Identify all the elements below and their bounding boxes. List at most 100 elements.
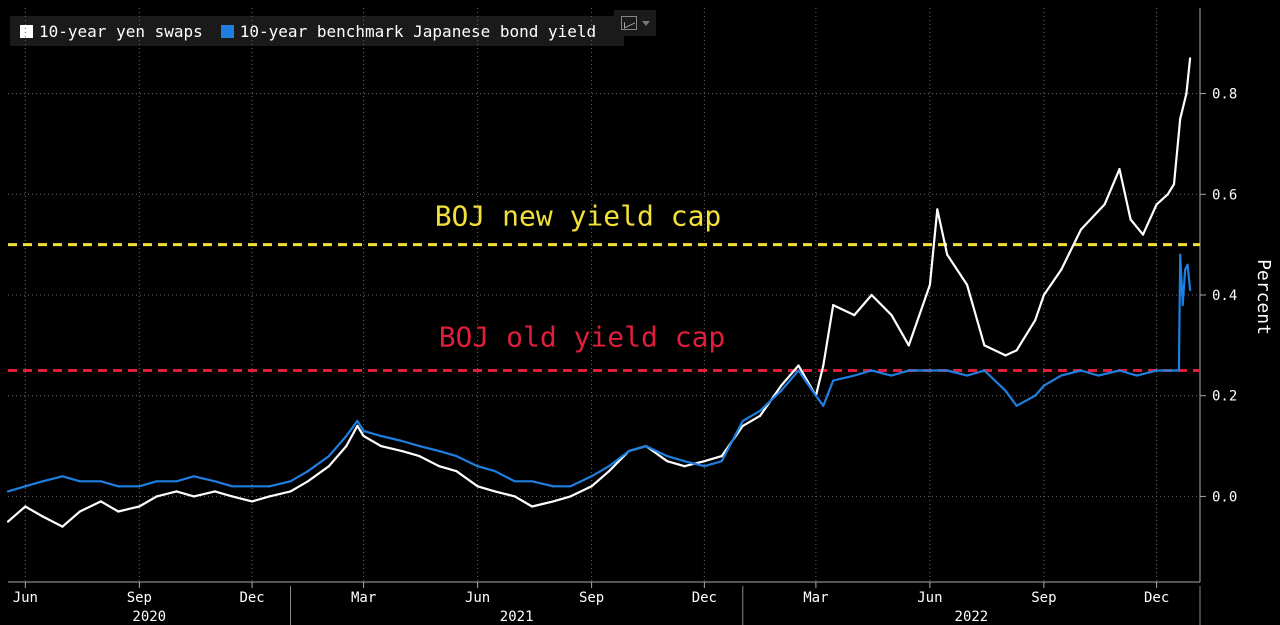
data-point-swaps [936, 208, 939, 211]
data-point-jgb [400, 439, 404, 443]
legend-swatch-swaps [20, 24, 33, 38]
data-point-jgb [1060, 374, 1063, 377]
data-point-jgb [1177, 369, 1181, 372]
data-point-jgb [645, 444, 648, 448]
data-point-swaps [455, 470, 458, 473]
data-point-jgb [683, 460, 686, 463]
data-point-jgb [6, 490, 10, 493]
data-point-jgb [455, 455, 458, 458]
data-point-jgb [552, 485, 555, 488]
data-point-swaps [138, 505, 141, 508]
data-point-jgb [1034, 394, 1037, 397]
data-point-jgb [231, 485, 234, 488]
data-point-swaps [741, 424, 744, 428]
data-point-jgb [1188, 288, 1192, 292]
data-point-swaps [759, 414, 762, 417]
data-point-swaps [946, 253, 949, 256]
data-point-jgb [24, 485, 27, 488]
data-point-jgb [720, 460, 723, 463]
data-point-jgb [306, 470, 309, 473]
data-point-swaps [327, 465, 331, 468]
data-point-jgb [870, 369, 873, 372]
data-point-swaps [965, 283, 969, 287]
data-point-jgb [379, 434, 383, 438]
x-tick-label: Sep [127, 590, 152, 606]
series-line-jgb [7, 253, 1192, 493]
x-tick-label: Sep [579, 590, 604, 606]
year-label: 2022 [955, 609, 989, 625]
data-point-swaps [853, 314, 856, 317]
data-point-swaps [531, 505, 534, 508]
data-point-jgb [192, 475, 195, 478]
data-point-jgb [928, 369, 931, 372]
data-point-jgb [666, 455, 669, 458]
data-point-swaps [356, 424, 359, 428]
data-point-jgb [1181, 303, 1184, 307]
x-tick-label: Sep [1031, 590, 1056, 606]
year-label: 2021 [500, 609, 534, 625]
data-point-swaps [192, 495, 195, 498]
data-point-jgb [607, 465, 611, 468]
line-chart-icon [620, 16, 637, 30]
x-tick-label: Jun [465, 590, 490, 606]
data-point-jgb [759, 409, 762, 412]
legend: 10-year yen swaps 10-year benchmark Japa… [10, 16, 625, 46]
data-point-jgb [946, 369, 949, 372]
data-point-jgb [155, 480, 158, 483]
data-point-jgb [1004, 389, 1007, 392]
data-point-swaps [1179, 117, 1182, 120]
data-point-swaps [983, 344, 986, 347]
data-point-jgb [138, 485, 141, 488]
data-point-swaps [1141, 233, 1145, 236]
legend-item-jgb[interactable]: 10-year benchmark Japanese bond yield [220, 22, 596, 41]
data-point-jgb [627, 449, 630, 453]
data-point-swaps [24, 505, 27, 508]
data-point-swaps [213, 490, 217, 493]
data-point-jgb [356, 419, 359, 422]
data-point-jgb [327, 455, 331, 458]
data-point-jgb [983, 369, 986, 372]
legend-item-swaps[interactable]: 10-year yen swaps [20, 22, 203, 41]
data-point-swaps [1166, 193, 1169, 196]
data-point-swaps [493, 490, 497, 493]
data-point-jgb [61, 475, 64, 478]
data-point-swaps [1118, 168, 1121, 171]
data-point-swaps [822, 364, 825, 367]
data-point-jgb [1184, 268, 1187, 271]
data-point-swaps [683, 465, 686, 468]
data-point-jgb [213, 480, 217, 483]
data-point-swaps [476, 485, 479, 488]
data-point-swaps [552, 500, 555, 503]
data-point-jgb [907, 369, 910, 372]
data-point-swaps [1015, 349, 1018, 352]
data-point-jgb [41, 480, 44, 483]
chart-type-menu[interactable] [614, 10, 656, 36]
data-point-swaps [117, 510, 120, 513]
data-point-jgb [569, 485, 572, 488]
data-point-swaps [666, 460, 669, 463]
old-yield-cap-label: BOJ old yield cap [439, 321, 726, 354]
data-point-jgb [1172, 369, 1176, 372]
data-point-jgb [853, 374, 856, 377]
x-tick-label: Jun [917, 590, 942, 606]
data-point-swaps [6, 520, 10, 523]
x-tick-label: Dec [239, 590, 264, 606]
data-point-swaps [41, 515, 44, 518]
data-point-swaps [438, 465, 441, 468]
chevron-down-icon [641, 20, 650, 26]
x-tick-label: Mar [803, 590, 828, 606]
data-point-jgb [965, 374, 969, 377]
data-point-jgb [362, 429, 365, 433]
data-point-swaps [400, 449, 404, 453]
y-tick-label: 0.4 [1212, 288, 1237, 304]
x-tick-label: Jun [13, 590, 38, 606]
data-point-jgb [703, 465, 706, 468]
data-point-jgb [476, 465, 479, 468]
data-point-jgb [289, 480, 292, 483]
data-point-jgb [590, 475, 593, 478]
data-point-swaps [832, 303, 835, 307]
data-point-swaps [1079, 228, 1083, 231]
legend-label-swaps: 10-year yen swaps [39, 21, 203, 41]
data-point-jgb [741, 419, 744, 422]
data-point-swaps [1103, 203, 1106, 206]
